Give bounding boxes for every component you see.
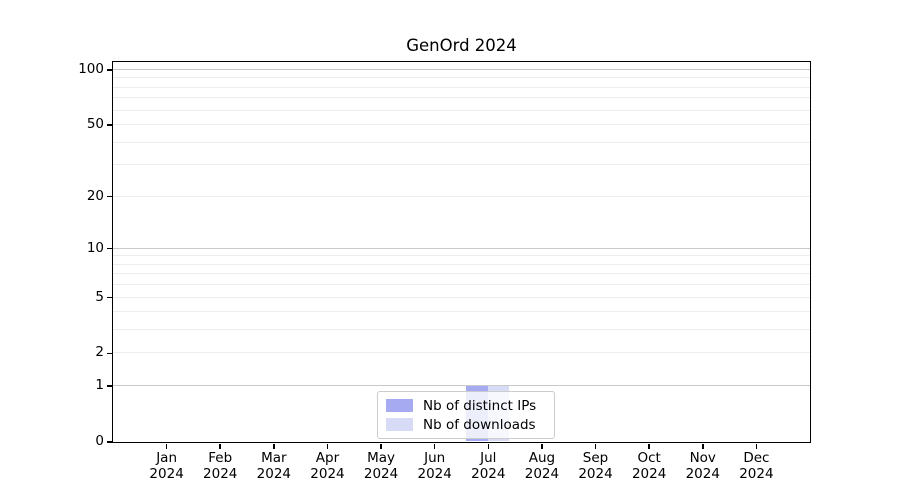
x-tick-year: 2024 (685, 465, 720, 482)
x-tick-month: Oct (637, 450, 661, 466)
x-tick-mark (594, 443, 597, 449)
x-tick-mark (487, 443, 490, 449)
legend-swatch-nb-of-distinct-ips (386, 399, 413, 412)
x-tick-month: Dec (743, 450, 770, 466)
y-gridline-minor (112, 97, 810, 99)
y-tick-label: 10 (86, 239, 104, 256)
y-tick-label: 0 (95, 432, 104, 449)
y-tick-mark (106, 195, 112, 198)
legend-label-nb-of-distinct-ips: Nb of distinct IPs (423, 397, 537, 414)
x-tick-mark (702, 443, 704, 449)
x-tick-label-oct: Oct 2024 (614, 450, 684, 483)
y-tick-label: 1 (95, 377, 104, 394)
y-gridline-major (112, 247, 810, 249)
x-tick-mark (648, 443, 650, 449)
y-tick-label: 20 (86, 187, 104, 204)
y-gridline-major (112, 385, 810, 387)
x-tick-mark (380, 443, 382, 449)
x-tick-month: Jun (424, 450, 446, 466)
y-tick-label: 2 (95, 344, 104, 361)
x-tick-year: 2024 (256, 465, 292, 482)
y-gridline-major (112, 68, 810, 71)
y-tick-mark (106, 124, 112, 126)
x-tick-year: 2024 (471, 465, 506, 482)
y-gridline-minor (112, 352, 810, 354)
plot-inner (112, 62, 810, 442)
legend: Nb of distinct IPs Nb of downloads (377, 391, 555, 439)
x-tick-year: 2024 (149, 465, 184, 482)
legend-label-nb-of-downloads: Nb of downloads (423, 416, 536, 433)
x-tick-mark (219, 443, 221, 449)
y-gridline-minor (112, 164, 810, 166)
y-gridline-minor (112, 109, 810, 111)
y-gridline-minor (112, 273, 810, 275)
x-tick-year: 2024 (578, 465, 613, 482)
y-tick-label: 100 (78, 60, 104, 77)
plot-area (111, 60, 811, 443)
y-tick-mark (106, 352, 112, 355)
x-tick-mark (541, 443, 543, 449)
y-gridline-minor (112, 77, 810, 79)
x-tick-month: Jul (480, 450, 497, 466)
chart-title: GenOrd 2024 (406, 36, 517, 55)
x-tick-year: 2024 (310, 465, 345, 482)
y-gridline-minor (112, 141, 810, 143)
x-tick-month: Apr (315, 450, 340, 466)
x-tick-mark (755, 443, 758, 449)
x-tick-label-may: May 2024 (346, 450, 416, 483)
x-tick-mark (165, 443, 168, 449)
x-tick-month: Mar (261, 450, 287, 466)
x-tick-label-nov: Nov 2024 (668, 450, 738, 483)
y-tick-mark (106, 385, 112, 387)
y-tick-mark (106, 69, 112, 71)
y-gridline-minor (112, 255, 810, 257)
y-gridline-minor (112, 86, 810, 88)
x-tick-label-aug: Aug 2024 (507, 450, 577, 483)
x-tick-month: Sep (582, 450, 609, 466)
x-tick-label-jul: Jul 2024 (453, 450, 523, 483)
x-tick-year: 2024 (203, 465, 238, 482)
y-tick-label: 5 (95, 288, 104, 305)
x-tick-month: Feb (208, 450, 233, 466)
y-tick-mark (106, 441, 112, 443)
x-tick-year: 2024 (524, 465, 560, 482)
x-tick-month: Jan (156, 450, 178, 466)
x-tick-month: May (367, 450, 396, 466)
x-tick-mark (273, 443, 275, 449)
x-tick-month: Aug (528, 450, 556, 466)
y-gridline-minor (112, 284, 810, 286)
x-tick-label-jan: Jan 2024 (132, 450, 202, 483)
x-tick-year: 2024 (631, 465, 667, 482)
y-gridline-minor (112, 195, 810, 197)
x-tick-year: 2024 (417, 465, 452, 482)
y-tick-mark (106, 296, 112, 299)
x-tick-label-mar: Mar 2024 (239, 450, 309, 483)
x-tick-year: 2024 (363, 465, 399, 482)
y-gridline-minor (112, 263, 810, 265)
x-tick-label-sep: Sep 2024 (561, 450, 631, 483)
y-gridline-minor (112, 296, 810, 298)
y-gridline-minor (112, 329, 810, 331)
x-tick-label-feb: Feb 2024 (185, 450, 255, 483)
y-tick-mark (106, 247, 112, 250)
x-tick-label-apr: Apr 2024 (292, 450, 362, 483)
x-tick-mark (433, 443, 436, 449)
x-tick-label-jun: Jun 2024 (400, 450, 470, 483)
x-tick-mark (326, 443, 329, 449)
y-gridline-minor (112, 311, 810, 313)
y-tick-label: 50 (86, 116, 104, 133)
y-gridline-minor (112, 124, 810, 126)
legend-row-nb-of-downloads: Nb of downloads (386, 416, 545, 433)
x-tick-month: Nov (689, 450, 716, 466)
x-tick-year: 2024 (739, 465, 774, 482)
legend-swatch-nb-of-downloads (386, 418, 413, 431)
x-tick-label-dec: Dec 2024 (721, 450, 791, 483)
legend-row-nb-of-distinct-ips: Nb of distinct IPs (386, 397, 545, 414)
